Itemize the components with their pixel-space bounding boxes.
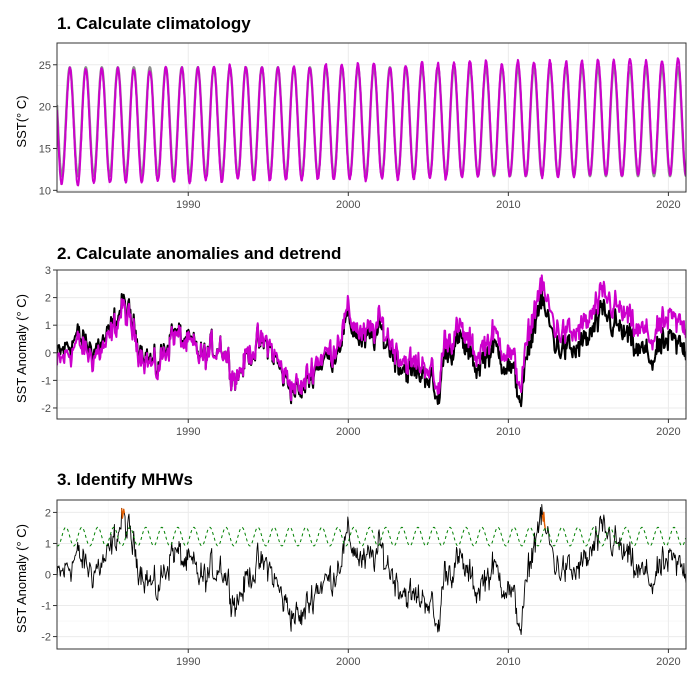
x-tick-label: 2020	[656, 199, 680, 211]
x-tick-label: 2020	[656, 656, 680, 668]
panel-title: 1. Calculate climatology	[57, 14, 251, 33]
y-tick-label: -1	[41, 601, 51, 613]
series-line-threshold	[57, 526, 686, 547]
series-line-observed	[57, 57, 686, 187]
mhw-event-mark	[121, 508, 126, 519]
y-tick-label: 25	[39, 60, 51, 72]
x-tick-label: 1990	[176, 426, 200, 438]
y-tick-label: -1	[41, 375, 51, 387]
x-tick-label: 2000	[336, 656, 360, 668]
x-tick-label: 2010	[496, 199, 520, 211]
y-tick-label: 1	[45, 320, 51, 332]
series-line-raw	[57, 274, 686, 402]
x-tick-label: 2000	[336, 199, 360, 211]
y-tick-label: 1	[45, 538, 51, 550]
x-tick-label: 2010	[496, 656, 520, 668]
panel-frame	[56, 42, 687, 193]
y-tick-label: 20	[39, 102, 51, 114]
x-tick-label: 2010	[496, 426, 520, 438]
y-tick-label: 3	[45, 265, 51, 277]
x-tick-label: 1990	[176, 656, 200, 668]
series-line-detrended	[57, 289, 686, 408]
panel-title: 3. Identify MHWs	[57, 470, 193, 489]
y-tick-label: 15	[39, 143, 51, 155]
y-tick-label: -2	[41, 632, 51, 644]
grid	[57, 500, 686, 649]
x-tick-label: 1990	[176, 199, 200, 211]
y-axis-label: SST(° C)	[14, 95, 29, 147]
series-line-anomaly	[57, 504, 686, 636]
x-tick-label: 2020	[656, 426, 680, 438]
y-tick-label: 0	[45, 570, 51, 582]
y-tick-label: -2	[41, 403, 51, 415]
y-axis-label: SST Anomaly (° C)	[14, 294, 29, 403]
y-tick-label: 0	[45, 348, 51, 360]
grid	[57, 269, 686, 419]
panel-3: 3. Identify MHWs 1990 2000 2010 2020 -2 -1 0 1 2 S…	[14, 470, 687, 668]
panel-title: 2. Calculate anomalies and detrend	[57, 244, 341, 263]
y-tick-label: 2	[45, 293, 51, 305]
x-tick-label: 2000	[336, 426, 360, 438]
mhw-event-mark	[541, 511, 546, 529]
panel-frame	[56, 269, 687, 420]
y-tick-label: 2	[45, 507, 51, 519]
y-axis-label: SST Anomaly (° C)	[14, 524, 29, 633]
y-tick-label: 10	[39, 185, 51, 197]
